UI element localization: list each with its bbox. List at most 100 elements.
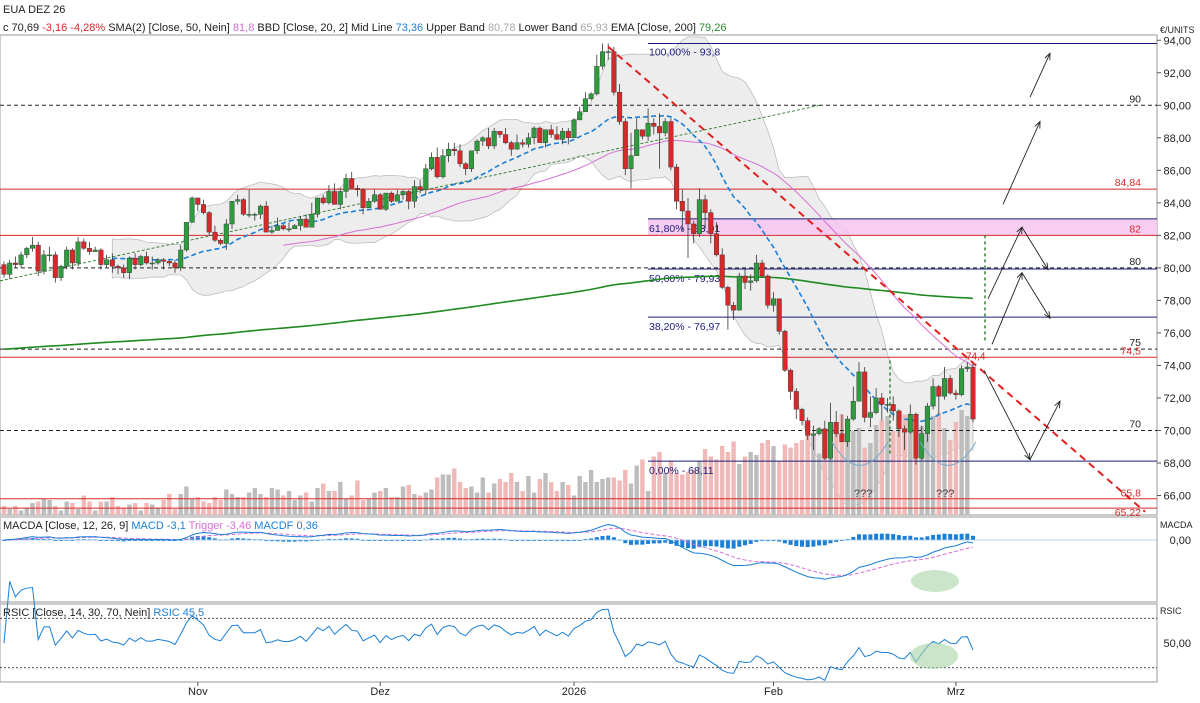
macd-highlight <box>911 570 959 592</box>
candle-body <box>446 148 452 156</box>
macd-bar <box>144 540 149 541</box>
candle-body <box>942 378 948 397</box>
candle-body <box>69 249 75 264</box>
macd-bar <box>879 533 884 540</box>
candle-body <box>320 197 326 204</box>
candle-body <box>765 275 771 306</box>
volume-bars <box>1 410 970 515</box>
macd-bar <box>862 534 867 540</box>
candle-body <box>947 378 953 394</box>
candle-body <box>41 254 47 272</box>
volume-bar <box>611 477 617 515</box>
candle-body <box>35 244 41 272</box>
candle-body <box>337 191 343 205</box>
macd-bar <box>857 534 861 540</box>
volume-bar <box>606 477 611 515</box>
volume-bar <box>400 486 406 515</box>
volume-bar <box>543 473 548 515</box>
volume-bar <box>395 497 400 515</box>
macd-bar <box>230 538 234 540</box>
macd-bar <box>646 540 651 544</box>
volume-bar <box>731 441 736 515</box>
candle-body <box>725 287 731 306</box>
candle-body <box>406 191 412 202</box>
y-axis-unit: €/UNITS <box>1160 25 1195 35</box>
candle-body <box>873 397 879 413</box>
volume-bar <box>657 452 662 515</box>
volume-bar <box>839 414 845 515</box>
candle-body <box>212 231 218 241</box>
candle-body <box>565 131 571 139</box>
volume-bar <box>7 509 12 515</box>
y-tick-label: 92,00 <box>1163 68 1191 80</box>
candle-body <box>92 249 98 252</box>
candle-body <box>594 66 600 95</box>
y-tick-label: 78,00 <box>1163 295 1191 307</box>
candle-body <box>571 119 577 139</box>
candle-body <box>639 129 645 137</box>
volume-bar <box>389 497 394 515</box>
volume-bar <box>252 488 257 515</box>
candle-body <box>457 150 463 165</box>
volume-bar <box>429 489 434 515</box>
macd-bar <box>640 540 645 545</box>
macd-bar <box>594 537 599 540</box>
candle-body <box>902 428 908 433</box>
resistance-zone <box>648 218 1157 236</box>
scenario-arrows <box>983 52 1061 461</box>
volume-bar <box>343 498 349 515</box>
volume-bar <box>155 507 161 515</box>
candle-body <box>679 201 685 212</box>
volume-bar <box>474 492 480 515</box>
volume-bar <box>822 432 827 515</box>
volume-bar <box>229 494 235 515</box>
candle-body <box>24 248 30 256</box>
macd-bar <box>475 538 480 540</box>
x-tick-label: Nov <box>188 686 208 698</box>
x-tick-label: Dez <box>370 686 390 698</box>
macd-bar <box>178 539 183 541</box>
macd-bar <box>24 538 29 540</box>
y-tick-label: 82,00 <box>1163 230 1191 242</box>
volume-bar <box>75 509 81 515</box>
macd-bar <box>98 540 103 541</box>
y-tick-label: 94,00 <box>1163 35 1191 47</box>
scenario-arrow <box>1021 272 1051 319</box>
candle-body <box>64 249 70 267</box>
macd-bar <box>589 538 594 540</box>
macd-bar <box>839 540 844 541</box>
macd-bar <box>583 539 588 541</box>
rsi-title: RSIC [Close, 14, 30, 70, Nein] <box>3 607 153 619</box>
candle-body <box>856 371 862 402</box>
candle-body <box>132 257 138 265</box>
candle-body <box>372 194 378 202</box>
macd-bar <box>161 540 166 541</box>
macd-bar <box>959 533 964 540</box>
candle-body <box>434 157 440 178</box>
candle-body <box>18 254 24 265</box>
macd-bar <box>936 534 941 540</box>
candle-body <box>332 191 338 205</box>
rsi-axis-label: RSIC <box>1160 606 1182 616</box>
macd-bar <box>406 540 411 541</box>
candle-body <box>12 262 18 265</box>
candle-body <box>685 210 691 225</box>
macd-bar <box>737 540 742 547</box>
volume-bar <box>697 461 702 515</box>
volume-bar <box>953 422 959 515</box>
macd-legend: MACDA [Close, 12, 26, 9] MACD -3,1 Trigg… <box>3 520 318 532</box>
macd-bar <box>902 535 907 540</box>
candle-body <box>828 422 834 459</box>
volume-bar <box>509 473 514 515</box>
macd-bar <box>121 540 126 542</box>
macd-bar <box>663 540 668 543</box>
macd-bar <box>326 538 331 540</box>
macd-bar <box>629 540 633 545</box>
volume-bar <box>321 483 326 515</box>
scenario-arrow <box>983 370 1031 460</box>
volume-bar <box>81 495 86 515</box>
candle-body <box>560 131 566 140</box>
volume-bar <box>885 416 890 515</box>
macd-bar <box>714 540 719 547</box>
